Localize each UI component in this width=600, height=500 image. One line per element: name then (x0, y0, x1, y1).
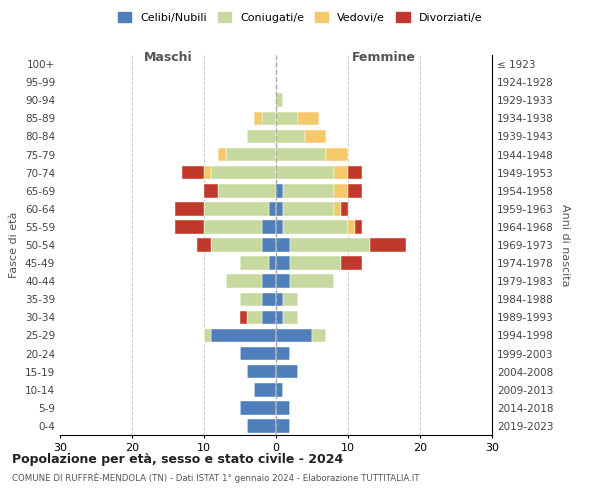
Bar (247, 130, 276, 143)
Bar (218, 184, 276, 198)
Legend: Celibi/Nubili, Coniugati/e, Vedovi/e, Divorziati/e: Celibi/Nubili, Coniugati/e, Vedovi/e, Di… (113, 8, 487, 28)
Bar (211, 238, 262, 252)
Bar (305, 130, 326, 143)
Bar (175, 220, 204, 234)
Bar (276, 256, 290, 270)
Bar (204, 220, 262, 234)
Bar (276, 112, 298, 125)
Bar (283, 184, 334, 198)
Bar (298, 112, 319, 125)
Bar (218, 148, 226, 162)
Bar (226, 274, 262, 288)
Bar (247, 310, 262, 324)
Bar (204, 202, 269, 215)
Bar (247, 365, 276, 378)
Bar (355, 220, 362, 234)
Y-axis label: Fasce di età: Fasce di età (10, 212, 19, 278)
Bar (276, 166, 334, 179)
Bar (276, 383, 283, 396)
Bar (262, 220, 276, 234)
Bar (276, 347, 290, 360)
Bar (175, 202, 204, 215)
Bar (312, 328, 326, 342)
Bar (348, 166, 362, 179)
Bar (204, 328, 211, 342)
Bar (254, 112, 262, 125)
Bar (334, 184, 348, 198)
Bar (276, 274, 290, 288)
Text: Femmine: Femmine (352, 52, 416, 64)
Bar (370, 238, 406, 252)
Bar (204, 166, 211, 179)
Bar (240, 310, 247, 324)
Bar (211, 328, 276, 342)
Bar (182, 166, 204, 179)
Bar (226, 148, 276, 162)
Bar (276, 202, 283, 215)
Bar (276, 419, 290, 432)
Bar (276, 220, 283, 234)
Bar (290, 238, 370, 252)
Bar (262, 274, 276, 288)
Bar (348, 220, 355, 234)
Bar (283, 310, 298, 324)
Bar (262, 238, 276, 252)
Y-axis label: Anni di nascita: Anni di nascita (560, 204, 570, 286)
Bar (204, 184, 218, 198)
Bar (240, 256, 269, 270)
Bar (283, 220, 348, 234)
Bar (276, 401, 290, 414)
Bar (262, 310, 276, 324)
Bar (254, 383, 276, 396)
Bar (334, 166, 348, 179)
Bar (276, 130, 305, 143)
Bar (197, 238, 211, 252)
Bar (283, 292, 298, 306)
Bar (276, 365, 298, 378)
Text: Maschi: Maschi (143, 52, 193, 64)
Bar (290, 256, 341, 270)
Bar (269, 202, 276, 215)
Bar (290, 274, 334, 288)
Bar (211, 166, 276, 179)
Bar (276, 292, 283, 306)
Bar (334, 202, 341, 215)
Bar (269, 256, 276, 270)
Bar (276, 310, 283, 324)
Bar (276, 328, 312, 342)
Bar (348, 184, 362, 198)
Bar (276, 184, 283, 198)
Bar (240, 401, 276, 414)
Bar (240, 347, 276, 360)
Bar (326, 148, 348, 162)
Text: Popolazione per età, sesso e stato civile - 2024: Popolazione per età, sesso e stato civil… (12, 452, 343, 466)
Bar (283, 202, 334, 215)
Bar (341, 256, 362, 270)
Bar (240, 292, 262, 306)
Bar (276, 238, 290, 252)
Bar (276, 94, 283, 107)
Bar (262, 112, 276, 125)
Bar (262, 292, 276, 306)
Bar (341, 202, 348, 215)
Bar (276, 148, 326, 162)
Text: COMUNE DI RUFFRÈ-MENDOLA (TN) - Dati ISTAT 1° gennaio 2024 - Elaborazione TUTTIT: COMUNE DI RUFFRÈ-MENDOLA (TN) - Dati IST… (12, 472, 419, 483)
Bar (247, 419, 276, 432)
